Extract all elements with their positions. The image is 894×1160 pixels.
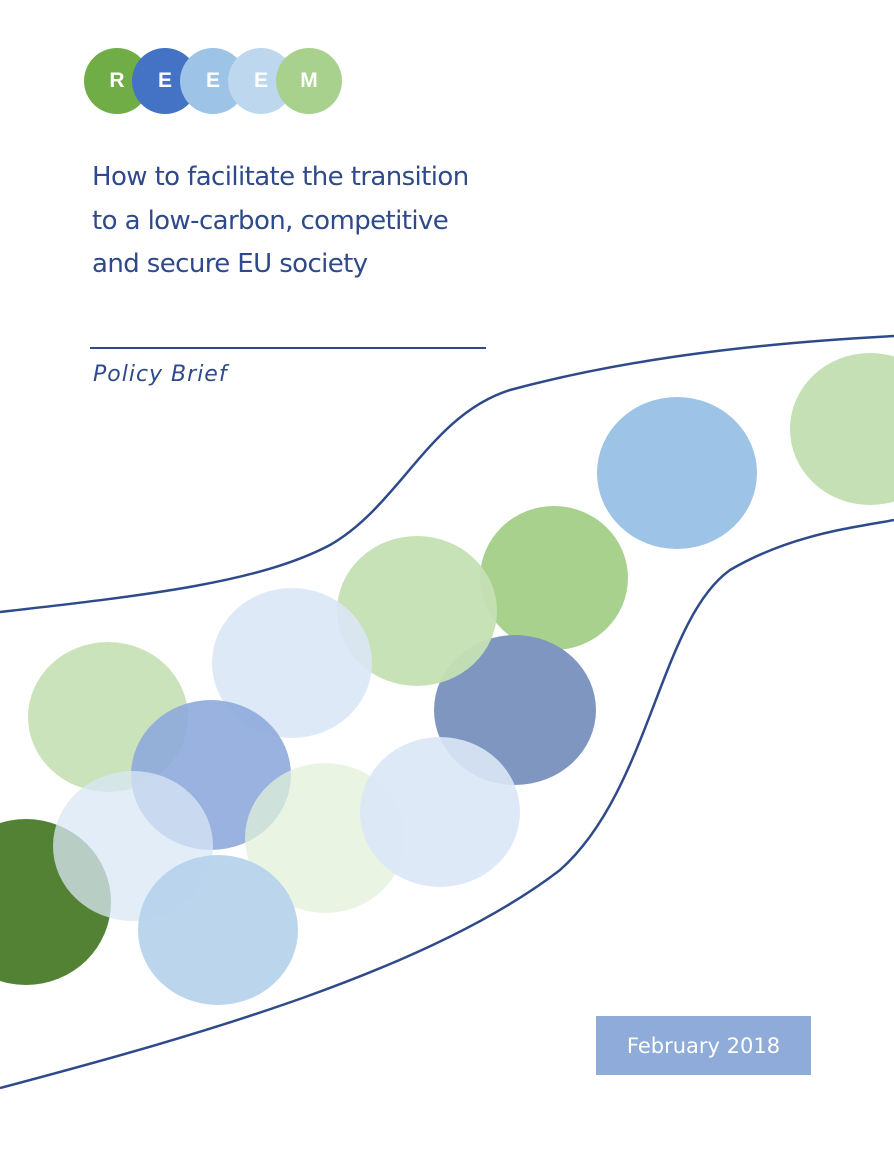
logo-letter: R (109, 69, 125, 92)
decorative-bubble (138, 855, 298, 1005)
document-type: Policy Brief (93, 362, 228, 387)
decorative-bubble (597, 397, 757, 549)
decorative-bubble (480, 506, 628, 650)
decorative-bubble (212, 588, 372, 738)
logo-letter-circle: M (276, 48, 342, 114)
lower-band-curve (0, 518, 894, 1090)
document-title: How to facilitate the transition to a lo… (92, 162, 469, 279)
publication-date: February 2018 (626, 1033, 781, 1058)
title-divider (90, 347, 486, 349)
decorative-bubble (790, 353, 894, 505)
decorative-bubble (360, 737, 520, 887)
logo-letter: E (205, 69, 220, 92)
logo-letter: E (157, 69, 172, 92)
upper-band-curve (0, 334, 894, 614)
publication-date-badge: February 2018 (596, 1016, 811, 1075)
decorative-bubble (337, 536, 497, 686)
logo-letter: E (253, 69, 268, 92)
logo-letter: M (300, 69, 318, 92)
bubble-cluster (0, 353, 894, 1005)
